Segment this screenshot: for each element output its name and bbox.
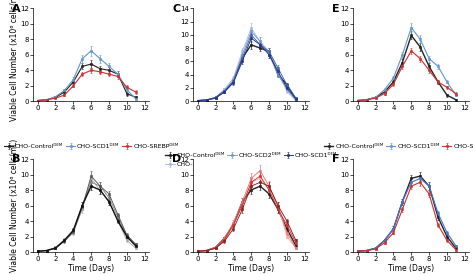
Text: F: F — [332, 154, 340, 164]
Legend: CHO-Controlᴰᴱᴹ, CHO-SCD2ᴰᴱᴹ, CHO-SCD2ᴰᴱᴹ, CHO-SCD2ᴰᴱᴹ, CHO-SCD1ᴰᴱᴹ: CHO-Controlᴰᴱᴹ, CHO-SCD2ᴰᴱᴹ, CHO-SCD2ᴰᴱᴹ… — [165, 153, 337, 167]
Text: B: B — [12, 154, 21, 164]
X-axis label: Time (Days): Time (Days) — [388, 264, 434, 273]
X-axis label: Time (Days): Time (Days) — [68, 264, 114, 273]
Text: A: A — [12, 4, 21, 14]
Text: E: E — [332, 4, 340, 14]
Text: C: C — [173, 4, 181, 14]
Legend: CHO-Controlᴰᴱᴹ, CHO-SCD1ᴰᴱᴹ, CHO-SREBPᴰᴱᴹ: CHO-Controlᴰᴱᴹ, CHO-SCD1ᴰᴱᴹ, CHO-SREBPᴰᴱ… — [324, 144, 474, 149]
Legend: CHO-Controlᴰᴱᴹ, CHO-SCD1ᴰᴱᴹ, CHO-SREBPᴰᴱᴹ: CHO-Controlᴰᴱᴹ, CHO-SCD1ᴰᴱᴹ, CHO-SREBPᴰᴱ… — [4, 144, 179, 149]
X-axis label: Time (Days): Time (Days) — [228, 264, 274, 273]
Text: D: D — [173, 154, 182, 164]
Y-axis label: Viable Cell Number (x10⁶ cells/mL): Viable Cell Number (x10⁶ cells/mL) — [9, 0, 18, 121]
Y-axis label: Viable Cell Number (x10⁶ cells/mL): Viable Cell Number (x10⁶ cells/mL) — [9, 139, 18, 272]
